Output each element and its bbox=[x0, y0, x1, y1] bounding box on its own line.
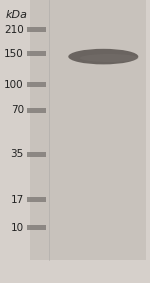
Text: 35: 35 bbox=[11, 149, 24, 159]
FancyBboxPatch shape bbox=[27, 197, 46, 202]
Text: 100: 100 bbox=[4, 80, 24, 90]
FancyBboxPatch shape bbox=[27, 225, 46, 230]
Text: 210: 210 bbox=[4, 25, 24, 35]
FancyBboxPatch shape bbox=[30, 0, 146, 260]
FancyBboxPatch shape bbox=[27, 27, 46, 32]
Ellipse shape bbox=[68, 49, 138, 65]
Text: 70: 70 bbox=[11, 105, 24, 115]
FancyBboxPatch shape bbox=[27, 152, 46, 157]
FancyBboxPatch shape bbox=[27, 82, 46, 87]
Text: 17: 17 bbox=[11, 194, 24, 205]
Text: 10: 10 bbox=[11, 223, 24, 233]
Text: 150: 150 bbox=[4, 49, 24, 59]
Ellipse shape bbox=[80, 54, 138, 62]
FancyBboxPatch shape bbox=[27, 51, 46, 56]
Text: kDa: kDa bbox=[6, 10, 27, 20]
FancyBboxPatch shape bbox=[27, 108, 46, 113]
